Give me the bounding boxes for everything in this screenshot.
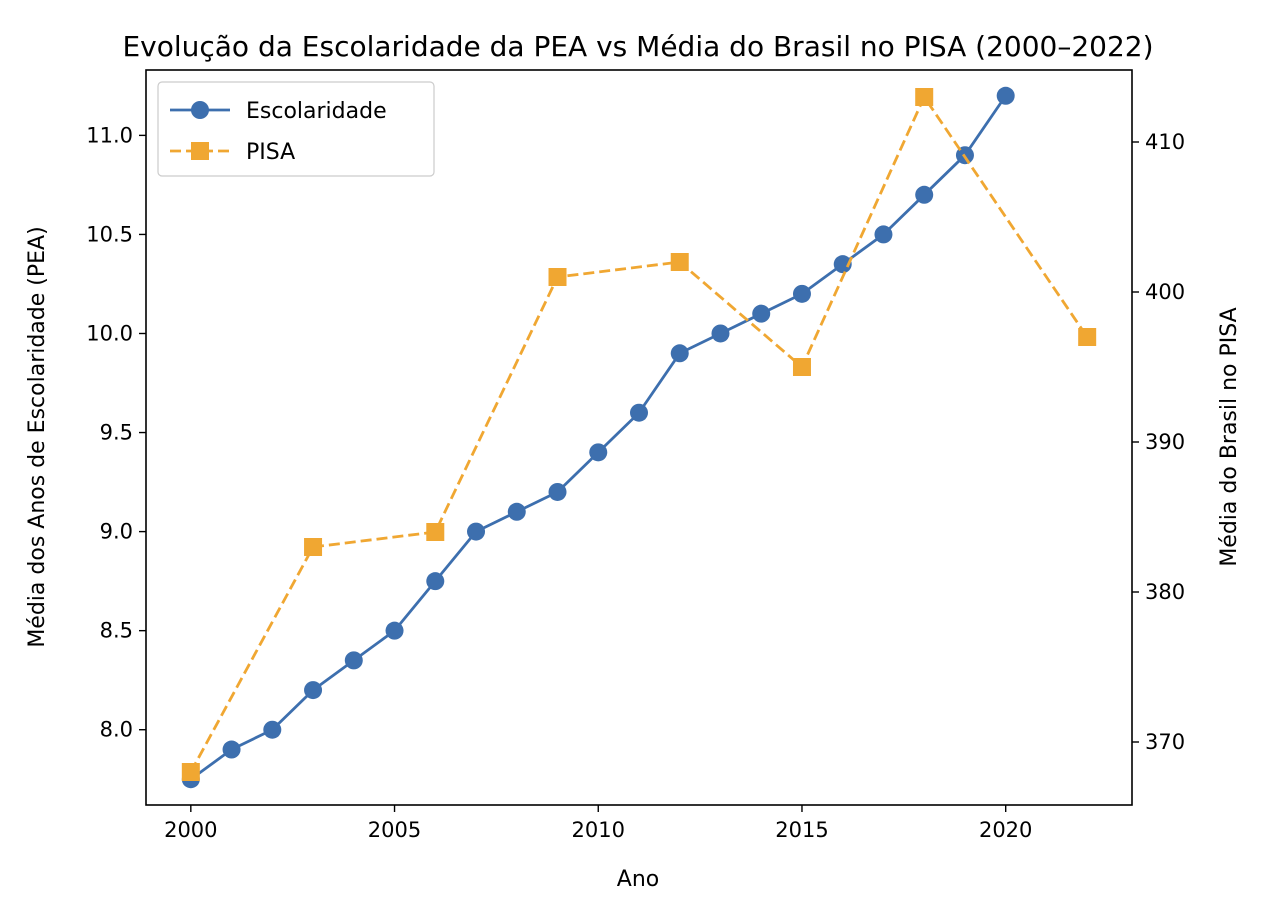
escolaridade-point	[711, 324, 730, 343]
escolaridade-point	[467, 522, 486, 541]
y-right-tick-label: 410	[1145, 130, 1185, 154]
y-right-tick-label: 370	[1145, 730, 1185, 754]
y-left-tick-label: 9.0	[100, 520, 133, 544]
y-left-tick-label: 9.5	[100, 421, 133, 445]
y-left-tick-label: 8.0	[100, 718, 133, 742]
escolaridade-point	[752, 304, 771, 323]
plot-frame	[145, 69, 1133, 806]
y-axis-left-ticks: 8.0 8.5 9.0 9.5 10.0 10.5 11.0	[86, 123, 146, 742]
escolaridade-point	[996, 86, 1015, 105]
escolaridade-point	[263, 720, 282, 739]
escolaridade-point	[548, 482, 567, 501]
pisa-point	[548, 268, 567, 286]
escolaridade-point	[589, 443, 608, 462]
chart-title: Evolução da Escolaridade da PEA vs Média…	[122, 30, 1153, 63]
escolaridade-point	[426, 572, 445, 591]
pisa-point	[792, 358, 811, 376]
escolaridade-line	[189, 94, 1007, 781]
escolaridade-point	[792, 284, 811, 303]
series-escolaridade	[181, 86, 1015, 789]
x-tick-label: 2020	[979, 818, 1032, 842]
pisa-point	[304, 538, 323, 556]
escolaridade-point	[344, 651, 363, 670]
y-right-tick-label: 380	[1145, 580, 1185, 604]
pisa-point	[915, 88, 934, 106]
escolaridade-point	[507, 502, 526, 521]
y-left-tick-label: 10.0	[86, 321, 133, 345]
escolaridade-point	[915, 185, 934, 204]
y-right-tick-label: 390	[1145, 430, 1185, 454]
escolaridade-point	[630, 403, 648, 422]
x-tick-label: 2000	[164, 818, 217, 842]
escolaridade-point	[304, 681, 323, 700]
x-tick-label: 2010	[572, 818, 625, 842]
y-right-tick-label: 400	[1145, 280, 1185, 304]
x-tick-label: 2005	[368, 818, 421, 842]
pisa-line	[189, 95, 1089, 773]
legend-escolaridade-marker	[191, 101, 209, 119]
escolaridade-point	[222, 740, 241, 759]
pisa-point	[181, 763, 200, 781]
legend-pisa-label: PISA	[246, 140, 295, 165]
y-axis-right-ticks: 370 380 390 400 410	[1132, 130, 1185, 754]
legend-box	[157, 81, 435, 177]
y-axis-right-label: Média do Brasil no PISA	[1217, 307, 1242, 566]
legend-escolaridade-label: Escolaridade	[246, 99, 387, 124]
legend: Escolaridade PISA	[157, 81, 435, 177]
pisa-point	[670, 253, 689, 271]
legend-pisa-marker	[191, 142, 209, 160]
x-axis-label: Ano	[617, 867, 659, 892]
x-axis-ticks: 2000 2005 2010 2015 2020	[164, 805, 1032, 842]
y-axis-left-label: Média dos Anos de Escolaridade (PEA)	[25, 226, 50, 647]
escolaridade-point	[833, 255, 852, 274]
series-pisa	[181, 88, 1097, 781]
y-left-tick-label: 10.5	[86, 222, 133, 246]
escolaridade-point	[385, 621, 404, 640]
escolaridade-point	[670, 344, 689, 363]
pisa-point	[1078, 328, 1097, 346]
y-left-tick-label: 8.5	[100, 619, 133, 643]
escolaridade-point	[874, 225, 893, 244]
pisa-point	[426, 523, 445, 541]
x-tick-label: 2015	[775, 818, 828, 842]
y-left-tick-label: 11.0	[86, 123, 133, 147]
